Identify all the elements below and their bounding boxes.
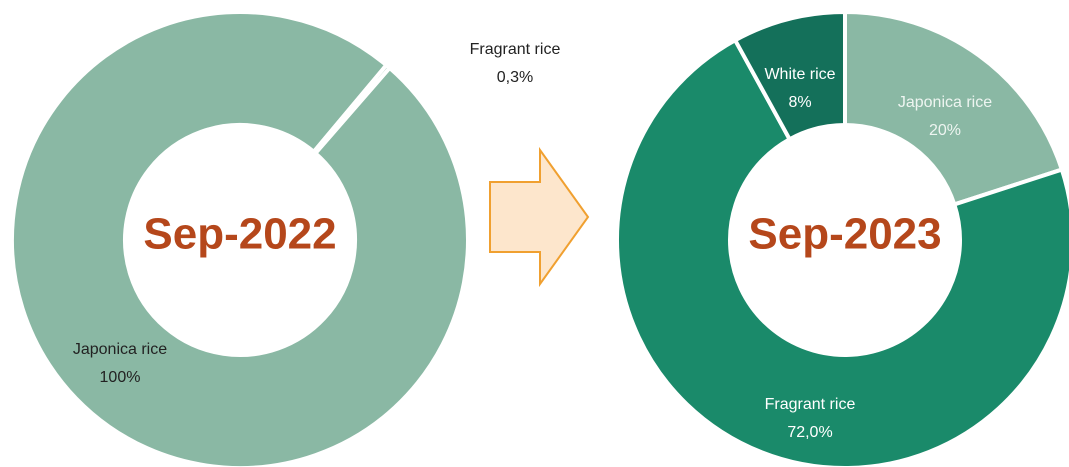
center-label: Sep-2022 [143,210,336,259]
center-label: Sep-2023 [748,210,941,259]
slice-value-label: 100% [100,369,141,386]
slice-category-label: Fragrant rice [470,41,561,58]
slice-value-label: 72,0% [787,424,832,441]
slice-value-label: 20% [929,122,961,139]
slice-value-label: 0,3% [497,69,533,86]
donut-slice [310,62,393,157]
arrow [489,146,590,288]
donut-slice [843,9,1065,207]
donut-slice [10,10,470,467]
donut-slice [615,37,1069,467]
slice-category-label: Japonica rice [73,341,167,358]
donut-slice [732,9,847,142]
slice-category-label: White rice [764,66,835,83]
slice-category-label: Japonica rice [898,94,992,111]
slice-value-label: 8% [788,94,811,111]
slice-category-label: Fragrant rice [765,396,856,413]
